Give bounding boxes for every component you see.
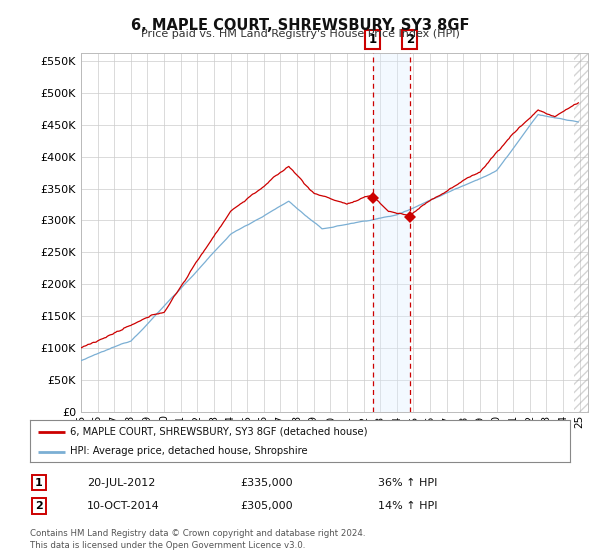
Text: 2: 2 (35, 501, 43, 511)
Text: 1: 1 (35, 478, 43, 488)
Text: 20-JUL-2012: 20-JUL-2012 (87, 478, 155, 488)
Text: £335,000: £335,000 (240, 478, 293, 488)
Text: 10-OCT-2014: 10-OCT-2014 (87, 501, 160, 511)
Text: 6, MAPLE COURT, SHREWSBURY, SY3 8GF (detached house): 6, MAPLE COURT, SHREWSBURY, SY3 8GF (det… (71, 427, 368, 437)
Text: 1: 1 (368, 33, 377, 46)
Text: Price paid vs. HM Land Registry's House Price Index (HPI): Price paid vs. HM Land Registry's House … (140, 29, 460, 39)
Text: 2: 2 (406, 33, 414, 46)
Text: Contains HM Land Registry data © Crown copyright and database right 2024.
This d: Contains HM Land Registry data © Crown c… (30, 529, 365, 550)
Text: 14% ↑ HPI: 14% ↑ HPI (378, 501, 437, 511)
Text: HPI: Average price, detached house, Shropshire: HPI: Average price, detached house, Shro… (71, 446, 308, 456)
Text: 6, MAPLE COURT, SHREWSBURY, SY3 8GF: 6, MAPLE COURT, SHREWSBURY, SY3 8GF (131, 18, 469, 33)
Bar (574, 53, 588, 412)
Bar (373, 53, 410, 412)
Text: £305,000: £305,000 (240, 501, 293, 511)
Text: 36% ↑ HPI: 36% ↑ HPI (378, 478, 437, 488)
